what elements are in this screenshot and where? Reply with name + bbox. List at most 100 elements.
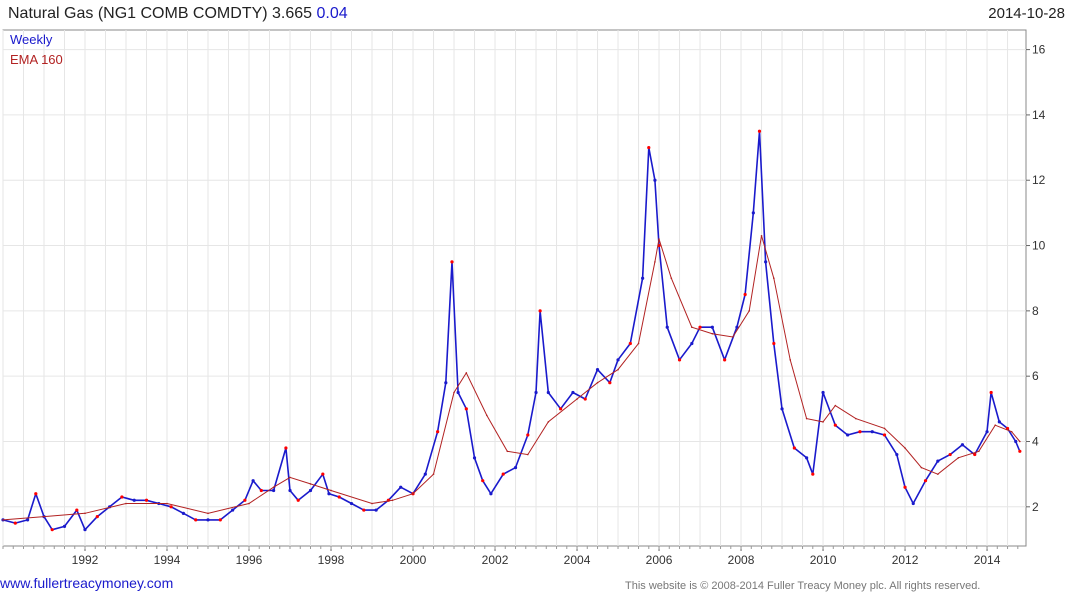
weekly-point bbox=[464, 407, 468, 411]
weekly-point bbox=[472, 456, 477, 460]
x-tick-label: 1992 bbox=[72, 553, 99, 567]
weekly-point bbox=[444, 381, 448, 385]
ema-point bbox=[289, 476, 291, 479]
weekly-point bbox=[608, 381, 612, 385]
weekly-point bbox=[792, 446, 796, 450]
weekly-point bbox=[647, 145, 651, 150]
ema-point bbox=[453, 391, 455, 394]
ema-point bbox=[527, 453, 529, 456]
ema-point bbox=[748, 310, 751, 312]
weekly-point bbox=[653, 178, 657, 182]
weekly-point bbox=[764, 260, 768, 264]
weekly-point bbox=[50, 528, 54, 532]
ema-point bbox=[654, 261, 656, 263]
weekly-point bbox=[665, 325, 669, 329]
y-tick-label: 8 bbox=[1032, 304, 1039, 318]
weekly-point bbox=[710, 325, 714, 329]
ema-point bbox=[84, 512, 86, 515]
ema-point bbox=[1010, 430, 1013, 433]
price-change: 0.04 bbox=[316, 5, 348, 22]
weekly-point bbox=[34, 492, 38, 496]
y-tick-label: 12 bbox=[1032, 173, 1046, 187]
weekly-point bbox=[948, 452, 952, 457]
weekly-point bbox=[895, 452, 899, 457]
weekly-point bbox=[83, 528, 87, 532]
weekly-point bbox=[960, 443, 965, 447]
weekly-point bbox=[194, 518, 198, 522]
ema-point bbox=[465, 372, 468, 374]
plot-area bbox=[2, 29, 1027, 547]
weekly-point bbox=[284, 446, 288, 450]
weekly-point bbox=[423, 472, 427, 476]
ema-point bbox=[855, 417, 857, 420]
legend-ema: EMA 160 bbox=[10, 52, 63, 67]
weekly-point bbox=[997, 420, 1001, 424]
ema-point bbox=[773, 277, 775, 280]
weekly-point bbox=[616, 358, 620, 362]
x-tick-label: 1998 bbox=[318, 553, 345, 567]
weekly-point bbox=[559, 407, 563, 411]
weekly-point bbox=[870, 430, 874, 434]
weekly-point bbox=[288, 488, 292, 493]
x-tick-label: 2014 bbox=[974, 553, 1001, 567]
ema-point bbox=[691, 326, 693, 328]
weekly-point bbox=[698, 325, 702, 329]
weekly-point bbox=[546, 390, 550, 395]
weekly-point bbox=[534, 390, 538, 395]
ema-point bbox=[904, 447, 906, 449]
weekly-point bbox=[743, 292, 747, 297]
ema-point bbox=[486, 414, 488, 417]
weekly-point bbox=[805, 456, 809, 460]
weekly-point bbox=[456, 390, 460, 395]
weekly-series bbox=[1, 129, 1022, 532]
weekly-point bbox=[206, 518, 210, 522]
weekly-point bbox=[526, 433, 530, 437]
weekly-point bbox=[595, 368, 600, 372]
chart-title: Natural Gas (NG1 COMB COMDTY) 3.665 0.04 bbox=[8, 5, 348, 23]
ema-point bbox=[957, 457, 960, 459]
weekly-point bbox=[1018, 449, 1022, 453]
ema-point bbox=[125, 502, 127, 505]
weekly-point bbox=[628, 341, 632, 346]
ema-point bbox=[789, 359, 792, 361]
legend-weekly: Weekly bbox=[10, 32, 53, 47]
weekly-point bbox=[690, 341, 694, 346]
weekly-point bbox=[26, 518, 30, 522]
weekly-point bbox=[811, 472, 815, 476]
weekly-point bbox=[144, 498, 149, 502]
weekly-point bbox=[989, 390, 993, 395]
weekly-point bbox=[538, 309, 542, 313]
weekly-point bbox=[13, 521, 17, 525]
ema-point bbox=[248, 502, 250, 505]
weekly-point bbox=[132, 498, 136, 502]
weekly-point bbox=[846, 433, 850, 437]
weekly-point bbox=[735, 325, 739, 329]
weekly-point bbox=[1005, 426, 1010, 431]
ema-point bbox=[596, 381, 599, 384]
ema-point bbox=[994, 424, 997, 426]
ema-point bbox=[834, 404, 837, 407]
x-tick-label: 1994 bbox=[154, 553, 181, 567]
weekly-point bbox=[973, 452, 977, 457]
ema-point bbox=[617, 368, 619, 371]
x-tick-label: 2006 bbox=[646, 553, 673, 567]
ema-point bbox=[711, 332, 714, 335]
ema-point bbox=[309, 483, 312, 485]
x-tick-label: 2002 bbox=[482, 553, 509, 567]
site-link[interactable]: www.fullertreacymoney.com bbox=[0, 575, 174, 591]
ema-point bbox=[330, 489, 332, 492]
weekly-point bbox=[181, 511, 186, 515]
weekly-point bbox=[251, 479, 255, 483]
ema-point bbox=[391, 499, 394, 502]
weekly-point bbox=[583, 397, 587, 401]
weekly-point bbox=[62, 524, 67, 529]
y-tick-label: 10 bbox=[1032, 239, 1046, 253]
weekly-point bbox=[218, 518, 222, 522]
weekly-point bbox=[1014, 439, 1018, 444]
y-tick-label: 4 bbox=[1032, 434, 1039, 448]
weekly-point bbox=[399, 485, 403, 489]
ema-point bbox=[978, 450, 980, 453]
ema-line bbox=[2, 235, 1021, 521]
weekly-point bbox=[321, 472, 325, 476]
x-tick-label: 2008 bbox=[728, 553, 755, 567]
